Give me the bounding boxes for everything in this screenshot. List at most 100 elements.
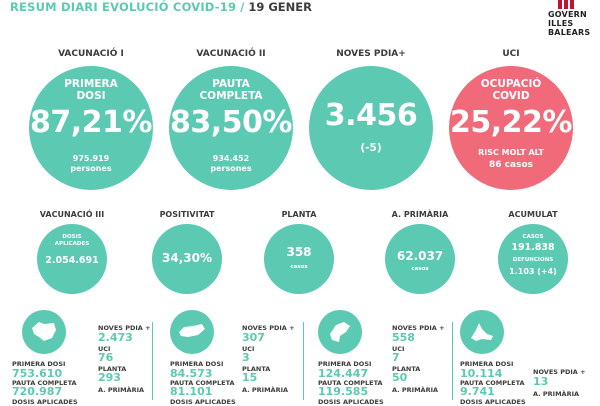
positivity-title: POSITIVITAT [159, 210, 215, 219]
full-schedule-label-1: PAUTA [212, 78, 250, 90]
title-separator: / [240, 0, 245, 14]
icu-label-1: OCUPACIÓ [480, 78, 542, 90]
first-dose-label: PRIMERA DOSI [12, 360, 66, 368]
icu-label: UCI [392, 345, 405, 353]
full-schedule-circle: PAUTA COMPLETA 83,50% 934.452 persones [169, 66, 293, 190]
new-pdia-value: 13 [533, 375, 549, 388]
icu-value: 3 [242, 351, 250, 364]
full-schedule-people: 934.452 [212, 154, 250, 163]
doses-label-1: DOSIS [62, 234, 82, 240]
cumulative-title: ACUMULAT [508, 210, 558, 219]
island-panel-formentera: PRIMERA DOSI 10.114 PAUTA COMPLETA 9.741… [460, 310, 598, 406]
full-schedule-value: 81.101 [170, 385, 213, 398]
full-schedule-value: 9.741 [460, 385, 495, 398]
ward-label: PLANTA [242, 365, 271, 373]
govern-logo: GOVERN ILLES BALEARS [548, 0, 596, 37]
doses-applied-label: DOSIS APLICADES [170, 398, 236, 406]
logo-line-2: ILLES [548, 19, 574, 28]
first-dose-percent: 87,21% [30, 105, 152, 140]
first-dose-value: 753.610 [12, 367, 63, 380]
ward-unit: casos [290, 264, 308, 270]
first-dose-value: 10.114 [460, 367, 503, 380]
report-header: RESUM DIARI EVOLUCIÓ COVID-19 / 19 GENER [10, 0, 312, 16]
island-divider [452, 322, 453, 400]
full-schedule-percent: 83,50% [170, 105, 292, 140]
positivity-circle: 34,30% [152, 224, 222, 294]
positivity-value: 34,30% [162, 251, 212, 265]
vaccination-3-title: VACUNACIÓ III [39, 210, 105, 219]
govern-logo-icon [558, 0, 596, 9]
full-schedule-label: PAUTA COMPLETA [12, 379, 77, 387]
cumulative-cases-label: CASOS [522, 234, 544, 240]
cumulative-cases-value: 191.838 [511, 242, 555, 253]
ward-label: PLANTA [98, 365, 127, 373]
island-divider [303, 322, 304, 400]
first-dose-value: 124.447 [318, 367, 369, 380]
ward-title: PLANTA [281, 210, 317, 219]
icu-label: UCI [242, 345, 255, 353]
new-pdia-value: 558 [392, 331, 415, 344]
primary-care-label: A. PRIMÀRIA [242, 386, 289, 394]
primary-care-unit: casos [411, 266, 429, 272]
cumulative-deaths-value: 1.103 (+4) [509, 267, 557, 276]
icu-label-2: COVID [492, 90, 530, 102]
new-pdia-value: 2.473 [98, 331, 133, 344]
ward-value: 50 [392, 371, 408, 384]
island-panel-mallorca: PRIMERA DOSI 753.610 PAUTA COMPLETA 720.… [12, 310, 152, 406]
new-pdia-label: NOVES PDIA + [392, 324, 445, 332]
icu-value: 76 [98, 351, 114, 364]
first-dose-label: PRIMERA DOSI [460, 360, 514, 368]
island-divider [152, 322, 153, 400]
logo-line-1: GOVERN [548, 10, 587, 19]
first-dose-people-unit: persones [70, 164, 112, 173]
new-pdia-label: NOVES PDIA + [533, 368, 586, 376]
doses-applied-circle: DOSIS APLICADES 2.054.691 [37, 224, 107, 294]
new-pdia-label: NOVES PDIA + [242, 324, 295, 332]
full-schedule-label: PAUTA COMPLETA [170, 379, 235, 387]
icu-value: 7 [392, 351, 400, 364]
icu-label: UCI [98, 345, 111, 353]
first-dose-label: PRIMERA DOSI [318, 360, 372, 368]
first-dose-people: 975.919 [72, 154, 110, 163]
icu-risk-level: RISC MOLT ALT [478, 148, 544, 157]
first-dose-label-2: DOSI [76, 90, 106, 102]
cumulative-circle: CASOS 191.838 DEFUNCIONS 1.103 (+4) [498, 224, 568, 294]
icu-occupancy-circle: OCUPACIÓ COVID 25,22% RISC MOLT ALT 86 c… [449, 66, 573, 190]
doses-applied-label: DOSIS APLICADES [12, 398, 78, 406]
full-schedule-people-unit: persones [210, 164, 252, 173]
formentera-map-icon [460, 310, 504, 354]
doses-applied-label: DOSIS APLICADES [318, 398, 384, 406]
island-panel-menorca: PRIMERA DOSI 84.573 PAUTA COMPLETA 81.10… [160, 310, 300, 406]
primary-care-circle: 62.037 casos [385, 224, 455, 294]
icu-percent: 25,22% [450, 105, 572, 140]
report-title: RESUM DIARI EVOLUCIÓ COVID-19 [10, 0, 237, 14]
first-dose-circle: PRIMERA DOSI 87,21% 975.919 persones [29, 66, 153, 190]
ward-label: PLANTA [392, 365, 421, 373]
first-dose-value: 84.573 [170, 367, 213, 380]
doses-applied-value: 2.054.691 [45, 255, 99, 266]
full-schedule-label: PAUTA COMPLETA [460, 379, 525, 387]
eivissa-map-icon [318, 310, 362, 354]
full-schedule-label: PAUTA COMPLETA [318, 379, 383, 387]
primary-care-value: 62.037 [396, 249, 444, 263]
mallorca-map-icon [22, 310, 66, 354]
doses-applied-label: DOSIS APLICADES [460, 398, 526, 406]
new-pdia-value: 307 [242, 331, 265, 344]
full-schedule-value: 720.987 [12, 385, 63, 398]
logo-line-3: BALEARS [548, 28, 591, 37]
primary-care-title: A. PRIMÀRIA [391, 210, 449, 219]
doses-label-2: APLICADES [54, 241, 90, 247]
ward-value: 358 [286, 245, 312, 259]
full-schedule-value: 119.585 [318, 385, 369, 398]
menorca-map-icon [170, 310, 214, 354]
island-panel-eivissa: PRIMERA DOSI 124.447 PAUTA COMPLETA 119.… [308, 310, 448, 406]
vaccination-2-title: VACUNACIÓ II [196, 49, 266, 59]
new-pdia-circle: 3.456 (-5) [309, 66, 433, 190]
ward-value: 15 [242, 371, 258, 384]
vaccination-1-title: VACUNACIÓ I [58, 49, 124, 59]
icu-cases: 86 casos [489, 160, 533, 170]
new-pdia-title: NOVES PDIA+ [336, 49, 406, 59]
primary-care-label: A. PRIMÀRIA [392, 386, 439, 394]
first-dose-label-1: PRIMERA [64, 78, 118, 90]
primary-care-label: A. PRIMÀRIA [533, 390, 580, 398]
